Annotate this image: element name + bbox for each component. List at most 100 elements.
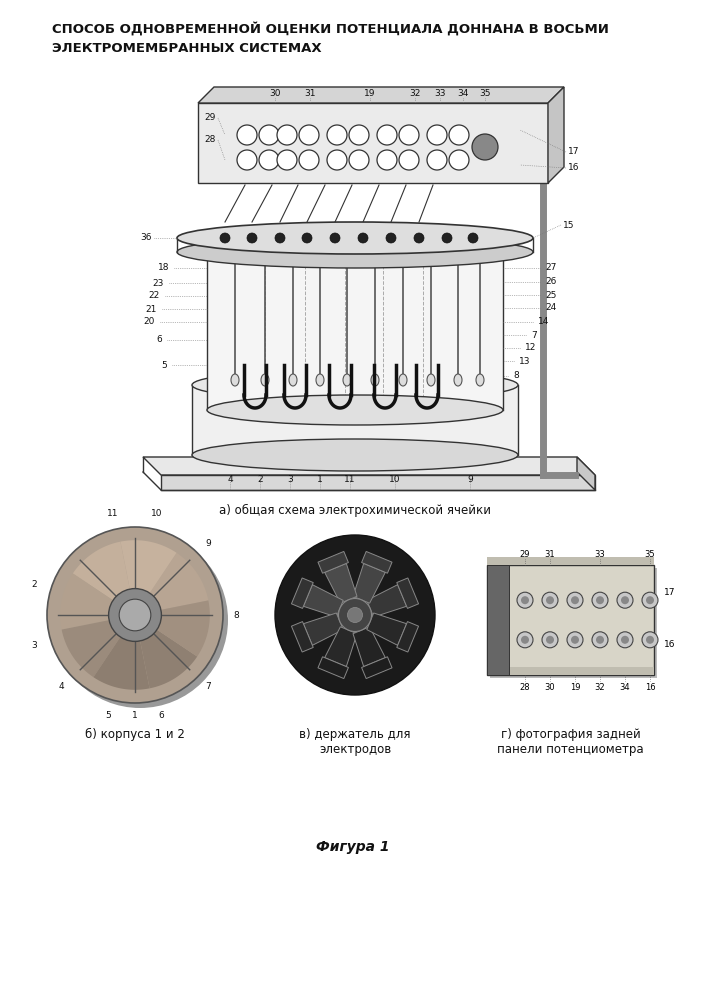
Polygon shape [143, 457, 595, 475]
Circle shape [468, 233, 478, 243]
Text: СПОСОБ ОДНОВРЕМЕННОЙ ОЦЕНКИ ПОТЕНЦИАЛА ДОННАНА В ВОСЬМИ: СПОСОБ ОДНОВРЕМЕННОЙ ОЦЕНКИ ПОТЕНЦИАЛА Д… [52, 22, 609, 36]
Text: 29: 29 [520, 550, 530, 559]
Ellipse shape [207, 395, 503, 425]
Circle shape [442, 233, 452, 243]
Ellipse shape [207, 235, 503, 265]
Circle shape [339, 598, 371, 632]
Text: Фигура 1: Фигура 1 [316, 840, 390, 854]
Text: а) общая схема электрохимической ячейки: а) общая схема электрохимической ячейки [219, 504, 491, 517]
Polygon shape [120, 540, 177, 593]
Circle shape [399, 125, 419, 145]
Text: 5: 5 [106, 712, 112, 720]
Circle shape [348, 607, 363, 622]
Circle shape [621, 596, 629, 604]
Text: 29: 29 [204, 113, 216, 122]
Circle shape [449, 150, 469, 170]
Circle shape [237, 125, 257, 145]
Ellipse shape [192, 369, 518, 401]
Text: 1: 1 [132, 710, 138, 720]
Circle shape [646, 636, 654, 644]
Circle shape [472, 134, 498, 160]
Polygon shape [577, 457, 595, 490]
Bar [487, 565, 509, 675]
Text: 27: 27 [545, 263, 556, 272]
Text: 25: 25 [545, 290, 556, 300]
Circle shape [349, 150, 369, 170]
Polygon shape [367, 585, 407, 617]
Text: ЭЛЕКТРОМЕМБРАННЫХ СИСТЕМАХ: ЭЛЕКТРОМЕМБРАННЫХ СИСТЕМАХ [52, 42, 322, 55]
Circle shape [546, 636, 554, 644]
Polygon shape [150, 553, 209, 610]
Circle shape [330, 233, 340, 243]
Circle shape [47, 527, 223, 703]
Polygon shape [318, 551, 349, 573]
Text: 6: 6 [158, 712, 164, 720]
Text: 30: 30 [544, 683, 555, 692]
Circle shape [642, 592, 658, 608]
Circle shape [517, 632, 533, 648]
Text: в) держатель для
электродов: в) держатель для электродов [299, 728, 411, 756]
Circle shape [275, 535, 435, 695]
Ellipse shape [476, 374, 484, 386]
Circle shape [427, 125, 447, 145]
Polygon shape [397, 622, 419, 652]
Text: б) корпуса 1 и 2: б) корпуса 1 и 2 [85, 728, 185, 741]
Circle shape [621, 636, 629, 644]
Ellipse shape [316, 374, 324, 386]
Circle shape [517, 592, 533, 608]
Text: 21: 21 [146, 304, 157, 314]
Text: 35: 35 [479, 89, 491, 98]
Text: 7: 7 [206, 682, 211, 691]
Polygon shape [198, 87, 564, 103]
Text: 36: 36 [141, 233, 152, 242]
Text: 26: 26 [545, 277, 556, 286]
Ellipse shape [454, 374, 462, 386]
Polygon shape [325, 627, 357, 667]
Ellipse shape [371, 374, 379, 386]
Circle shape [275, 233, 285, 243]
Text: 34: 34 [620, 683, 631, 692]
Circle shape [259, 125, 279, 145]
Text: 3: 3 [287, 476, 293, 485]
Circle shape [646, 596, 654, 604]
Ellipse shape [177, 222, 533, 254]
Text: 28: 28 [520, 683, 530, 692]
Text: 9: 9 [206, 539, 211, 548]
Text: 13: 13 [519, 357, 530, 365]
Polygon shape [367, 613, 407, 645]
Ellipse shape [261, 374, 269, 386]
Text: 5: 5 [161, 360, 167, 369]
Polygon shape [291, 622, 313, 652]
Text: 14: 14 [538, 318, 549, 326]
Text: 17: 17 [568, 147, 580, 156]
Circle shape [377, 125, 397, 145]
Polygon shape [353, 627, 385, 667]
Polygon shape [198, 103, 548, 183]
Circle shape [592, 592, 608, 608]
Polygon shape [303, 585, 343, 617]
Circle shape [399, 150, 419, 170]
Circle shape [277, 125, 297, 145]
Polygon shape [303, 613, 343, 645]
Text: 33: 33 [595, 550, 605, 559]
Text: 16: 16 [664, 640, 675, 649]
Polygon shape [397, 578, 419, 608]
Circle shape [119, 599, 151, 631]
Text: 32: 32 [595, 683, 605, 692]
Text: 8: 8 [513, 371, 519, 380]
Ellipse shape [427, 374, 435, 386]
Circle shape [302, 233, 312, 243]
Circle shape [449, 125, 469, 145]
Polygon shape [291, 578, 313, 608]
Circle shape [299, 150, 319, 170]
Text: 7: 7 [531, 330, 537, 340]
Text: 22: 22 [148, 292, 160, 300]
Bar [487, 557, 654, 565]
Text: 35: 35 [645, 550, 655, 559]
Text: 19: 19 [364, 89, 375, 98]
Text: 31: 31 [304, 89, 316, 98]
Polygon shape [361, 657, 392, 679]
Circle shape [327, 125, 347, 145]
Circle shape [571, 596, 579, 604]
Text: 11: 11 [107, 510, 119, 518]
